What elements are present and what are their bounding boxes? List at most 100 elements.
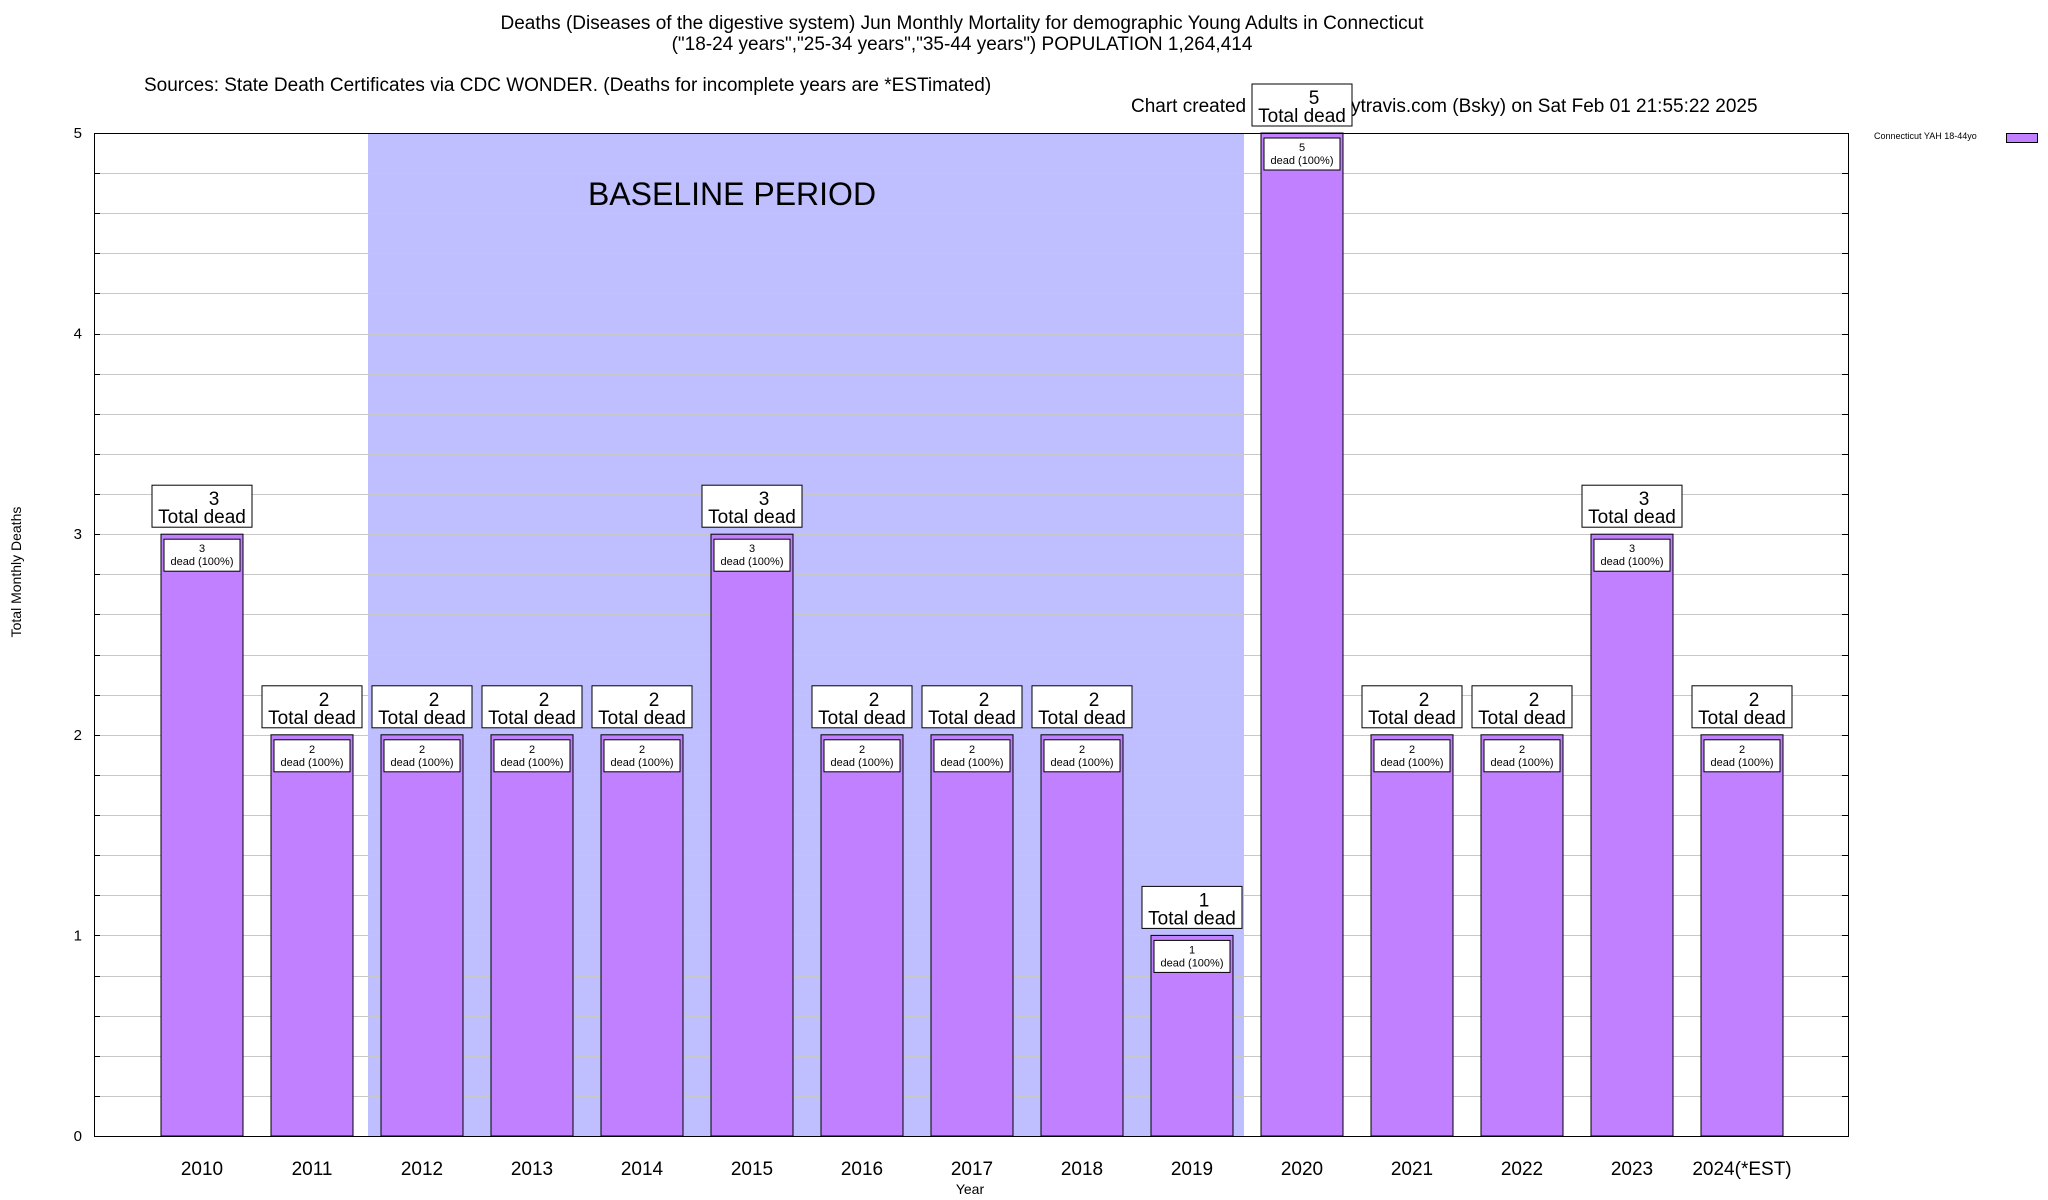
bar-inner-label: dead (100%)	[1161, 957, 1224, 969]
bar-inner-label-box	[1153, 939, 1231, 973]
bar-inner-label-box	[493, 739, 571, 773]
total-label-box	[701, 484, 803, 528]
y-axis-label: Total Monthly Deaths	[8, 506, 24, 638]
total-label-box	[1141, 885, 1243, 929]
bar-inner-value: 2	[309, 744, 315, 756]
x-tick-label: 2020	[1281, 1159, 1323, 1180]
bar-inner-value: 2	[1079, 744, 1085, 756]
bar-inner-label: dead (100%)	[171, 556, 234, 568]
total-value: 2	[1529, 690, 1540, 711]
x-tick-label: 2019	[1171, 1159, 1213, 1180]
bar-inner-value: 2	[639, 744, 645, 756]
x-tick-label: 2014	[621, 1159, 664, 1180]
total-label: Total dead	[1478, 708, 1566, 729]
total-value: 2	[429, 690, 440, 711]
legend-label: Connecticut YAH 18-44yo	[1874, 131, 1977, 141]
total-label: Total dead	[708, 507, 796, 528]
total-value: 2	[1419, 690, 1430, 711]
total-label: Total dead	[158, 507, 246, 528]
bar-inner-label-box	[163, 538, 241, 572]
bar-inner-label-box	[1703, 739, 1781, 773]
bar-inner-label: dead (100%)	[501, 757, 564, 769]
bar-inner-label: dead (100%)	[721, 556, 784, 568]
bar-inner-label: dead (100%)	[1711, 757, 1774, 769]
bar	[1040, 734, 1124, 1137]
total-value: 2	[319, 690, 330, 711]
total-label-box	[261, 685, 363, 729]
y-tick-label: 3	[74, 526, 82, 543]
bar-inner-value: 1	[1189, 944, 1195, 956]
total-label: Total dead	[598, 708, 686, 729]
bar-inner-label: dead (100%)	[831, 757, 894, 769]
total-label-box	[1471, 685, 1573, 729]
bar-inner-label-box	[1593, 538, 1671, 572]
x-tick-label: 2010	[181, 1159, 223, 1180]
bar	[820, 734, 904, 1137]
bar-inner-label-box	[1373, 739, 1451, 773]
chart-sources: Sources: State Death Certificates via CD…	[144, 75, 992, 96]
y-tick-label: 5	[74, 125, 82, 142]
bar-inner-label: dead (100%)	[1381, 757, 1444, 769]
total-label: Total dead	[1258, 106, 1346, 127]
x-tick-label: 2015	[731, 1159, 773, 1180]
total-value: 2	[979, 690, 990, 711]
bar-inner-value: 2	[419, 744, 425, 756]
total-label-box	[1581, 484, 1683, 528]
plot-frame	[94, 133, 1849, 1137]
bar-inner-label: dead (100%)	[611, 757, 674, 769]
bar-inner-label: dead (100%)	[1491, 757, 1554, 769]
bar-inner-value: 2	[859, 744, 865, 756]
total-label-box	[481, 685, 583, 729]
total-label: Total dead	[378, 708, 466, 729]
bar-inner-label-box	[273, 739, 351, 773]
total-label-box	[811, 685, 913, 729]
total-label-box	[591, 685, 693, 729]
bar-inner-value: 3	[199, 543, 205, 555]
total-label: Total dead	[1038, 708, 1126, 729]
bar	[160, 533, 244, 1137]
bar	[1480, 734, 1564, 1137]
total-value: 3	[1639, 489, 1650, 510]
y-axis-label-box: Total Monthly Deaths	[4, 507, 28, 638]
x-tick-label: 2017	[951, 1159, 993, 1180]
bar-inner-value: 3	[749, 543, 755, 555]
total-label: Total dead	[268, 708, 356, 729]
bar-inner-value: 2	[1409, 744, 1415, 756]
bar-inner-value: 2	[1739, 744, 1745, 756]
bar-inner-label-box	[933, 739, 1011, 773]
x-tick-label: 2016	[841, 1159, 883, 1180]
baseline-label: BASELINE PERIOD	[588, 176, 876, 212]
chart-title: Deaths (Diseases of the digestive system…	[500, 13, 1424, 34]
total-value: 1	[1199, 890, 1210, 911]
bar	[1590, 533, 1674, 1137]
total-label-box	[1031, 685, 1133, 729]
bar-inner-label: dead (100%)	[1051, 757, 1114, 769]
chart-subtitle: ("18-24 years","25-34 years","35-44 year…	[671, 34, 1253, 55]
bar-inner-value: 3	[1629, 543, 1635, 555]
total-value: 2	[539, 690, 550, 711]
bar-inner-label: dead (100%)	[391, 757, 454, 769]
total-label-box	[921, 685, 1023, 729]
x-tick-label: 2021	[1391, 1159, 1433, 1180]
total-label: Total dead	[1148, 908, 1236, 929]
bar	[1700, 734, 1784, 1137]
y-tick-label: 0	[74, 1128, 82, 1145]
x-tick-label: 2013	[511, 1159, 553, 1180]
bar	[380, 734, 464, 1137]
bar-inner-label: dead (100%)	[1271, 155, 1334, 167]
bar-inner-value: 5	[1299, 142, 1305, 154]
total-label-box	[371, 685, 473, 729]
total-label-box	[1691, 685, 1793, 729]
total-label-box	[1251, 83, 1353, 127]
bar-inner-label-box	[603, 739, 681, 773]
total-label: Total dead	[1588, 507, 1676, 528]
bar-inner-label-box	[1483, 739, 1561, 773]
bar-inner-label: dead (100%)	[281, 757, 344, 769]
x-tick-label: 2018	[1061, 1159, 1103, 1180]
bar-inner-value: 2	[529, 744, 535, 756]
x-tick-label: 2012	[401, 1159, 443, 1180]
x-tick-label: 2011	[292, 1159, 333, 1180]
x-tick-label: 2023	[1611, 1159, 1653, 1180]
legend-swatch	[2006, 133, 2038, 143]
bar	[710, 533, 794, 1137]
